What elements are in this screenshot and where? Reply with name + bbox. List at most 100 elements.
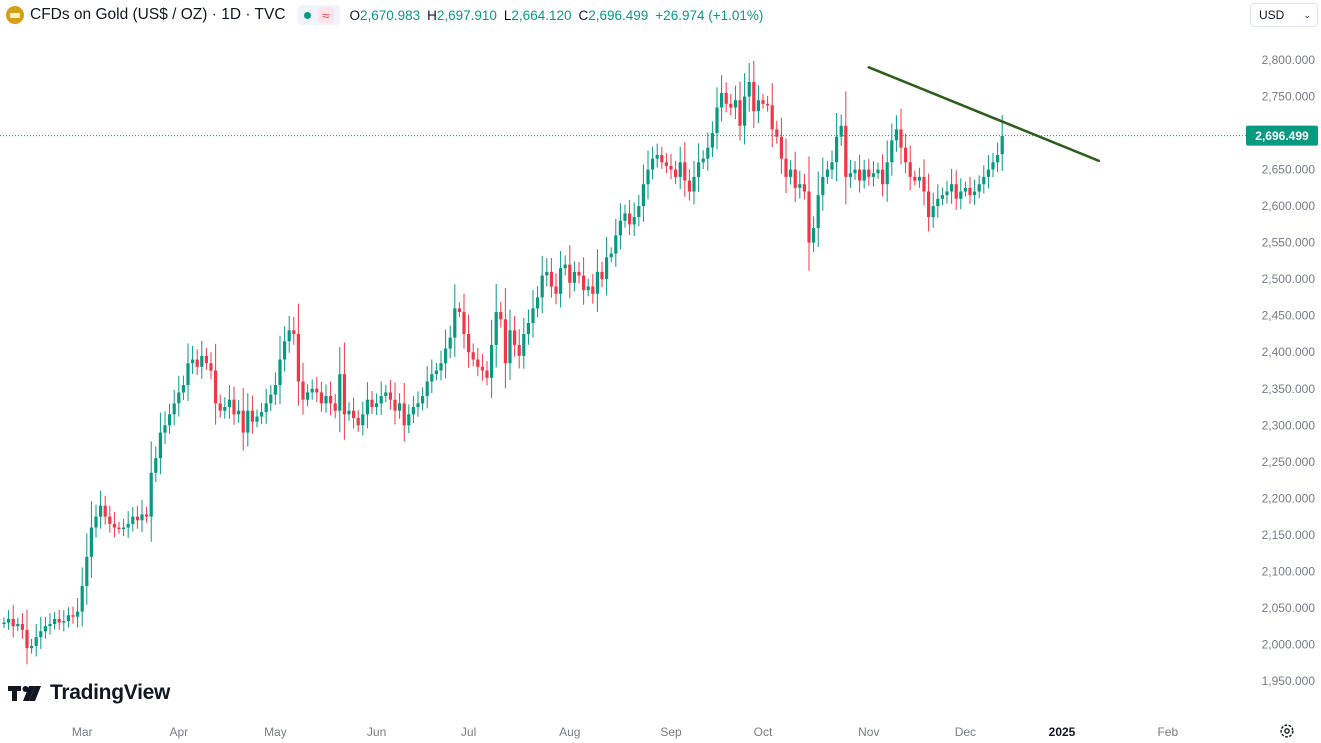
candle-body xyxy=(508,330,512,364)
candle xyxy=(738,81,742,141)
candle xyxy=(200,340,204,379)
candle xyxy=(53,611,57,630)
candle xyxy=(632,202,636,237)
candle xyxy=(411,396,415,424)
candle-body xyxy=(982,176,986,185)
candle xyxy=(301,362,305,415)
candle-body xyxy=(526,323,530,334)
time-axis[interactable]: Mar Apr May Jun Jul Aug Sep Oct Nov Dec 2025 Feb xyxy=(72,725,1179,739)
x-tick-label: Oct xyxy=(754,725,773,739)
candle-body xyxy=(39,631,43,638)
candle-body xyxy=(885,162,889,185)
candle-body xyxy=(186,363,190,386)
candle xyxy=(232,386,236,425)
candle xyxy=(963,181,967,197)
currency-select[interactable]: USD ⌄ xyxy=(1250,3,1318,27)
y-tick-label: 2,550.000 xyxy=(1262,236,1316,250)
candle-body xyxy=(250,410,254,422)
candle xyxy=(628,199,632,236)
candle xyxy=(388,379,392,410)
high-label: H xyxy=(427,7,437,23)
candle-body xyxy=(425,381,429,397)
candle-body xyxy=(637,206,641,218)
candle-body xyxy=(94,516,98,528)
candle xyxy=(476,347,480,377)
candle xyxy=(591,274,595,304)
x-tick-label: 2025 xyxy=(1049,725,1076,739)
change-value: +26.974 (+1.01%) xyxy=(655,7,764,23)
candle xyxy=(798,170,802,199)
candle xyxy=(830,150,834,179)
candle xyxy=(57,609,61,630)
candle-body xyxy=(131,516,135,524)
symbol-title[interactable]: CFDs on Gold (US$ / OZ) · 1D · TVC xyxy=(30,6,286,23)
candle xyxy=(296,303,300,406)
candle xyxy=(784,138,788,193)
candle-body xyxy=(1000,135,1004,155)
candle xyxy=(494,283,498,368)
candle-body xyxy=(444,348,448,364)
candle-body xyxy=(747,81,751,97)
candle-body xyxy=(411,407,415,415)
candle-body xyxy=(917,176,921,181)
market-status-icon xyxy=(303,11,311,19)
candle-body xyxy=(223,407,227,411)
candle-body xyxy=(117,527,121,530)
candle xyxy=(250,395,254,434)
candle xyxy=(407,404,411,434)
candle-body xyxy=(379,396,383,404)
candle-body xyxy=(407,414,411,426)
price-axis[interactable]: 1,950.000 2,000.000 2,050.000 2,100.000 2,15… xyxy=(1246,53,1318,688)
y-tick-label: 2,800.000 xyxy=(1262,53,1316,67)
candle-body xyxy=(876,169,880,174)
candle-body xyxy=(310,388,314,393)
candle xyxy=(858,154,862,193)
candle-body xyxy=(200,355,204,367)
candle xyxy=(605,236,609,296)
candle-body xyxy=(264,403,268,413)
candle-body xyxy=(296,333,300,382)
candle xyxy=(821,157,825,211)
candle xyxy=(678,146,682,190)
candle-body xyxy=(568,264,572,283)
tradingview-logo[interactable]: TradingView xyxy=(8,681,170,705)
candle-body xyxy=(687,180,691,192)
candle-body xyxy=(793,169,797,188)
candle xyxy=(172,389,176,426)
candle xyxy=(485,361,489,386)
candle-body xyxy=(812,228,816,243)
candle-body xyxy=(287,330,291,342)
currency-value: USD xyxy=(1259,8,1285,22)
candle-body xyxy=(531,308,535,324)
candle-body xyxy=(715,107,719,134)
candle-body xyxy=(940,195,944,199)
candle xyxy=(122,518,126,537)
market-status[interactable]: ≈ xyxy=(297,5,340,25)
candle xyxy=(522,317,526,369)
candle xyxy=(214,343,218,425)
candle-body xyxy=(158,432,162,459)
y-tick-label: 2,000.000 xyxy=(1262,637,1316,651)
candle-body xyxy=(71,615,75,617)
ohlc-values: O2,670.983 H2,697.910 L2,664.120 C2,696.… xyxy=(350,8,764,23)
candle-body xyxy=(890,140,894,163)
candle-body xyxy=(839,125,843,137)
candle-body xyxy=(646,169,650,185)
candle-body xyxy=(669,165,673,170)
candle-body xyxy=(756,100,760,112)
candle xyxy=(126,511,130,538)
candle-body xyxy=(34,637,38,646)
candle xyxy=(881,154,885,197)
candle-body xyxy=(881,169,885,185)
candle-body xyxy=(388,392,392,400)
candle-body xyxy=(66,615,70,622)
candle xyxy=(871,161,875,187)
candle xyxy=(168,403,172,434)
candle xyxy=(862,159,866,189)
candle xyxy=(457,302,461,318)
candle-body xyxy=(209,363,213,371)
chevron-down-icon: ⌄ xyxy=(1303,9,1311,20)
candle xyxy=(664,153,668,174)
settings-gear-icon[interactable] xyxy=(1278,722,1296,740)
